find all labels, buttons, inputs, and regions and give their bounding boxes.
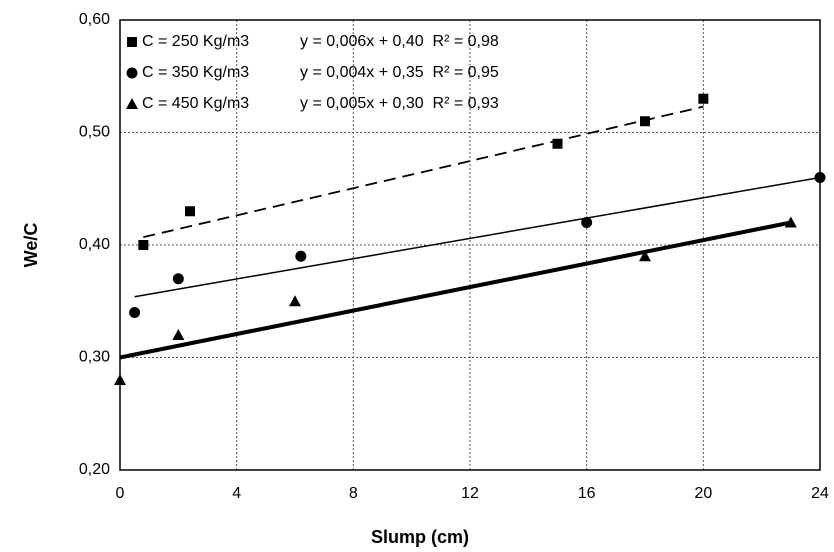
trend-line [134, 176, 821, 298]
x-tick-label: 20 [694, 485, 712, 502]
marker [581, 217, 593, 228]
marker [295, 250, 307, 262]
trend-line [119, 220, 792, 360]
legend-label: C = 450 Kg/m3 [142, 95, 249, 112]
y-tick-label: 0,40 [79, 236, 110, 253]
trend-equation: y = 0,004x + 0,35 R² = 0,95 [300, 64, 499, 81]
y-tick-label: 0,30 [79, 349, 110, 366]
legend-marker [126, 98, 138, 109]
y-axis-title: We/C [21, 223, 41, 268]
legend-marker [126, 67, 138, 79]
marker [640, 116, 650, 127]
marker [552, 138, 563, 149]
x-axis-title: Slump (cm) [371, 527, 469, 547]
y-tick-label: 0,50 [79, 124, 110, 141]
plot-frame [119, 19, 821, 471]
trend-line [143, 105, 704, 239]
x-tick-label: 4 [232, 485, 241, 502]
y-tick-label: 0,60 [79, 11, 110, 28]
x-tick-label: 0 [116, 485, 125, 502]
marker [784, 216, 797, 228]
y-tick-label: 0,20 [79, 461, 110, 478]
x-tick-label: 12 [461, 485, 479, 502]
marker [138, 240, 149, 250]
marker [172, 329, 185, 340]
marker [185, 206, 195, 217]
legend-label: C = 250 Kg/m3 [142, 33, 249, 50]
legend-label: C = 350 Kg/m3 [142, 64, 249, 81]
marker [172, 273, 184, 285]
legend-marker [127, 37, 137, 47]
marker [639, 250, 651, 262]
x-tick-label: 24 [811, 485, 829, 502]
marker [289, 295, 301, 307]
x-tick-label: 8 [349, 485, 358, 502]
marker [698, 93, 709, 104]
trend-equation: y = 0,005x + 0,30 R² = 0,93 [300, 95, 499, 112]
marker [129, 307, 141, 318]
marker [114, 374, 126, 385]
marker [814, 172, 826, 183]
x-tick-label: 16 [578, 485, 596, 502]
trend-equation: y = 0,006x + 0,40 R² = 0,98 [300, 33, 499, 50]
